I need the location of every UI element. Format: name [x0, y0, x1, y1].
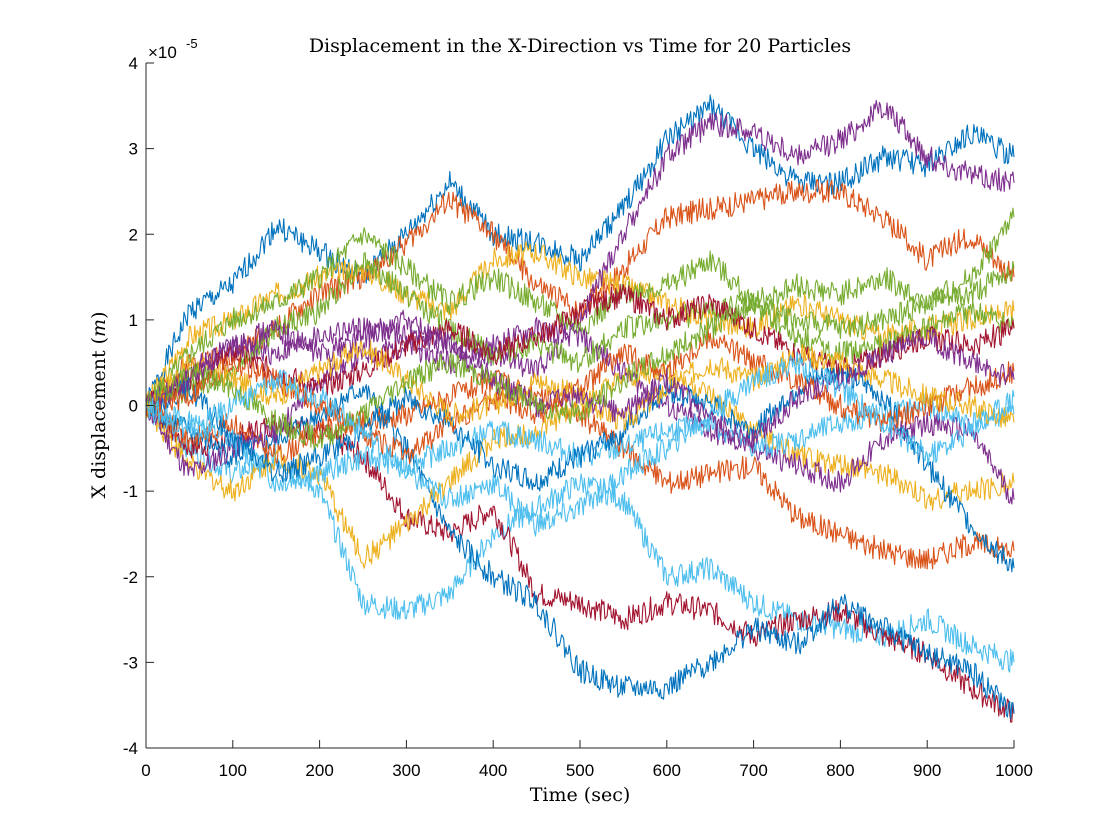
particle-series-line	[145, 94, 1015, 406]
y-tick-label: 2	[129, 225, 138, 244]
y-tick-label: 3	[129, 140, 138, 159]
y-tick-label: 1	[129, 311, 138, 330]
particle-series-line	[145, 241, 1015, 412]
chart-title: Displacement in the X-Direction vs Time …	[309, 35, 851, 57]
y-exponent-power: -5	[186, 36, 198, 51]
x-tick-label: 700	[739, 761, 767, 780]
x-tick-label: 300	[392, 761, 420, 780]
x-tick-label: 0	[141, 761, 150, 780]
particle-series-line	[145, 316, 1015, 505]
y-axis-label-unit: m	[88, 319, 110, 337]
particle-series-line	[145, 393, 1015, 493]
x-tick-label: 100	[219, 761, 247, 780]
x-tick-label: 600	[653, 761, 681, 780]
y-tick-label: -4	[123, 739, 138, 758]
y-axis-label: X displacement (m)	[88, 311, 110, 498]
x-tick-label: 800	[826, 761, 854, 780]
y-tick-label: -1	[123, 482, 138, 501]
y-tick-label: 0	[129, 397, 138, 416]
y-axis-label-prefix: X displacement (	[88, 337, 110, 499]
x-axis-ticks: 0 100 200 300 400 500 600 700 800 900 1000	[141, 740, 1033, 780]
plot-area	[146, 63, 1014, 748]
x-tick-label: 400	[479, 761, 507, 780]
y-exponent-label: ×10 -5	[148, 36, 198, 62]
particle-series-line	[145, 207, 1015, 410]
y-axis-label-suffix: )	[88, 311, 110, 318]
y-tick-label: -3	[123, 653, 138, 672]
particle-series-line	[145, 351, 1015, 537]
particle-series-line	[145, 363, 1015, 573]
series-group	[145, 94, 1015, 723]
y-axis-ticks: -4 -3 -2 -1 0 1 2 3 4	[123, 54, 154, 758]
particle-series-line	[145, 260, 1015, 450]
x-tick-label: 200	[305, 761, 333, 780]
x-tick-label: 900	[913, 761, 941, 780]
x-tick-label: 1000	[995, 761, 1033, 780]
x-axis-label: Time (sec)	[530, 784, 631, 806]
y-exponent-base: ×10	[148, 43, 177, 62]
x-tick-label: 500	[566, 761, 594, 780]
particle-series-line	[145, 252, 1015, 415]
y-tick-label: -2	[123, 568, 138, 587]
y-tick-label: 4	[129, 54, 138, 73]
particle-series-line	[145, 309, 1015, 449]
